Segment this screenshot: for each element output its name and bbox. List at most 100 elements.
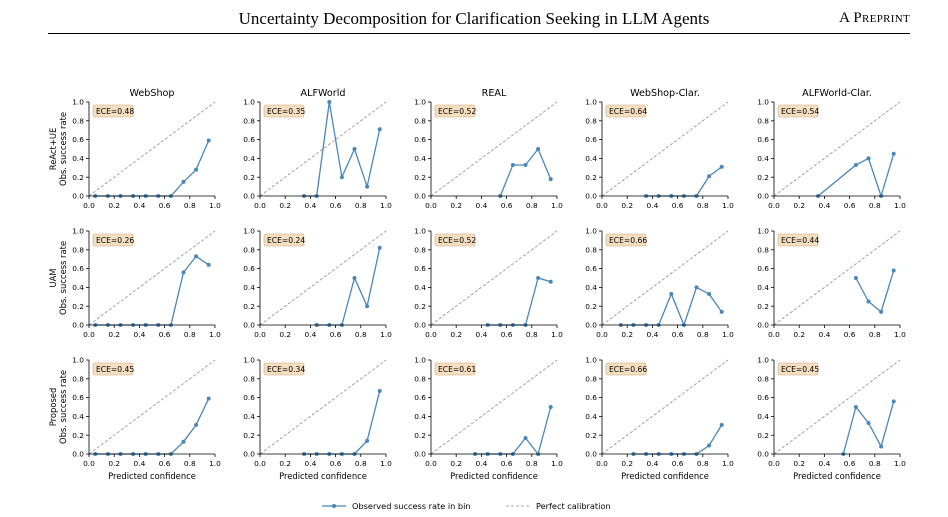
y-tick-label: 0.2	[414, 302, 426, 311]
y-tick-label: 0.4	[585, 412, 597, 421]
y-tick-label: 0.0	[243, 192, 255, 201]
x-tick-label: 0.0	[768, 201, 780, 210]
y-tick-label: 0.8	[72, 374, 84, 383]
perfect-calibration-line	[259, 230, 387, 326]
x-tick-label: 0.4	[819, 330, 831, 339]
x-tick-label: 1.0	[551, 201, 563, 210]
ece-label: ECE=0.66	[609, 365, 647, 374]
data-point	[352, 276, 357, 280]
x-tick-label: 0.0	[768, 459, 780, 468]
y-tick-label: 0.2	[757, 302, 769, 311]
perfect-calibration-line	[88, 101, 216, 197]
y-tick-label: 1.0	[72, 98, 84, 107]
x-tick-label: 0.8	[869, 201, 881, 210]
x-tick-label: 0.6	[672, 459, 684, 468]
y-tick-label: 0.4	[243, 412, 255, 421]
data-point	[206, 396, 211, 401]
y-tick-label: 0.2	[757, 173, 769, 182]
x-tick-label: 0.2	[621, 330, 633, 339]
header-rule	[48, 33, 910, 34]
series-line	[95, 398, 210, 455]
page-header: Uncertainty Decomposition for Clarificat…	[0, 0, 948, 38]
x-tick-label: 1.0	[722, 330, 734, 339]
panel-0-1: 0.0 0.2 0.4 0.6 0.8 1.0 0.0 0.2 0.4 0.6 0.8 1.0 ECE=…	[243, 88, 392, 210]
x-tick-label: 1.0	[209, 330, 221, 339]
data-point	[891, 268, 896, 273]
ece-label: ECE=0.61	[438, 365, 476, 374]
y-tick-label: 0.4	[243, 283, 255, 292]
data-point	[523, 436, 528, 441]
y-tick-label: 0.4	[72, 154, 84, 163]
x-tick-label: 1.0	[722, 201, 734, 210]
row-ylabel-suffix: Obs. success rate	[58, 370, 68, 444]
y-tick-label: 0.0	[243, 321, 255, 330]
x-tick-label: 0.8	[184, 459, 196, 468]
y-tick-label: 0.6	[414, 393, 426, 402]
x-tick-label: 0.6	[501, 330, 513, 339]
y-tick-label: 0.2	[585, 302, 597, 311]
y-tick-label: 0.4	[243, 154, 255, 163]
data-point	[707, 443, 712, 448]
x-tick-label: 0.8	[355, 330, 367, 339]
x-tick-label: 0.4	[134, 330, 146, 339]
y-tick-label: 0.0	[72, 321, 84, 330]
x-tick-label: 0.8	[697, 459, 709, 468]
y-tick-label: 0.8	[757, 374, 769, 383]
ece-label: ECE=0.35	[267, 107, 305, 116]
y-tick-label: 0.0	[585, 450, 597, 459]
x-tick-label: 0.8	[526, 459, 538, 468]
y-tick-label: 1.0	[757, 227, 769, 236]
x-tick-label: 0.6	[330, 459, 342, 468]
perfect-calibration-line	[601, 359, 729, 455]
y-tick-label: 0.2	[72, 302, 84, 311]
data-point	[327, 100, 332, 104]
data-point	[891, 151, 896, 156]
data-point	[853, 276, 858, 280]
y-tick-label: 0.0	[72, 192, 84, 201]
y-tick-label: 0.6	[243, 135, 255, 144]
ece-label: ECE=0.24	[267, 236, 305, 245]
row-name: UAM	[48, 268, 58, 287]
ece-label: ECE=0.66	[609, 236, 647, 245]
x-tick-label: 0.0	[254, 330, 266, 339]
series-line	[855, 270, 895, 313]
panel-2-1: 0.0 0.2 0.4 0.6 0.8 1.0 0.0 0.2 0.4 0.6 0.8 1.0 ECE=…	[243, 356, 392, 481]
series-line	[633, 424, 723, 455]
x-tick-label: 0.4	[476, 459, 488, 468]
y-tick-label: 0.2	[414, 173, 426, 182]
y-tick-label: 0.8	[414, 374, 426, 383]
y-tick-label: 0.0	[414, 321, 426, 330]
x-tick-label: 0.2	[279, 330, 291, 339]
x-tick-label: 0.0	[425, 330, 437, 339]
panel-1-4: 0.0 0.2 0.4 0.6 0.8 1.0 0.0 0.2 0.4 0.6 0.8 1.0 ECE=…	[757, 227, 906, 339]
data-point	[719, 164, 724, 169]
panel-0-3: 0.0 0.2 0.4 0.6 0.8 1.0 0.0 0.2 0.4 0.6 0.8 1.0 ECE=…	[585, 88, 734, 210]
y-tick-label: 0.2	[72, 431, 84, 440]
perfect-calibration-line	[430, 101, 558, 197]
column-title: WebShop-Clar.	[630, 88, 700, 99]
x-tick-label: 0.0	[596, 330, 608, 339]
x-axis-label: Predicted confidence	[108, 471, 196, 481]
data-point	[352, 147, 357, 151]
x-axis-label: Predicted confidence	[621, 471, 709, 481]
x-tick-label: 0.0	[83, 330, 95, 339]
data-point	[181, 439, 186, 444]
x-tick-label: 0.8	[355, 201, 367, 210]
panel-0-2: 0.0 0.2 0.4 0.6 0.8 1.0 0.0 0.2 0.4 0.6 0.8 1.0 ECE=…	[414, 88, 563, 210]
x-tick-label: 0.2	[108, 459, 120, 468]
x-tick-label: 0.4	[647, 330, 659, 339]
column-title: ALFWorld	[301, 88, 346, 99]
x-tick-label: 0.4	[476, 330, 488, 339]
series-line	[316, 247, 381, 326]
x-tick-label: 0.6	[844, 459, 856, 468]
y-tick-label: 0.8	[585, 245, 597, 254]
y-tick-label: 0.4	[585, 283, 597, 292]
data-point	[339, 175, 344, 180]
x-tick-label: 0.4	[819, 201, 831, 210]
series-line	[817, 153, 895, 199]
x-tick-label: 0.2	[108, 330, 120, 339]
perfect-calibration-line	[259, 101, 387, 197]
x-tick-label: 0.8	[184, 201, 196, 210]
data-point	[707, 174, 712, 179]
